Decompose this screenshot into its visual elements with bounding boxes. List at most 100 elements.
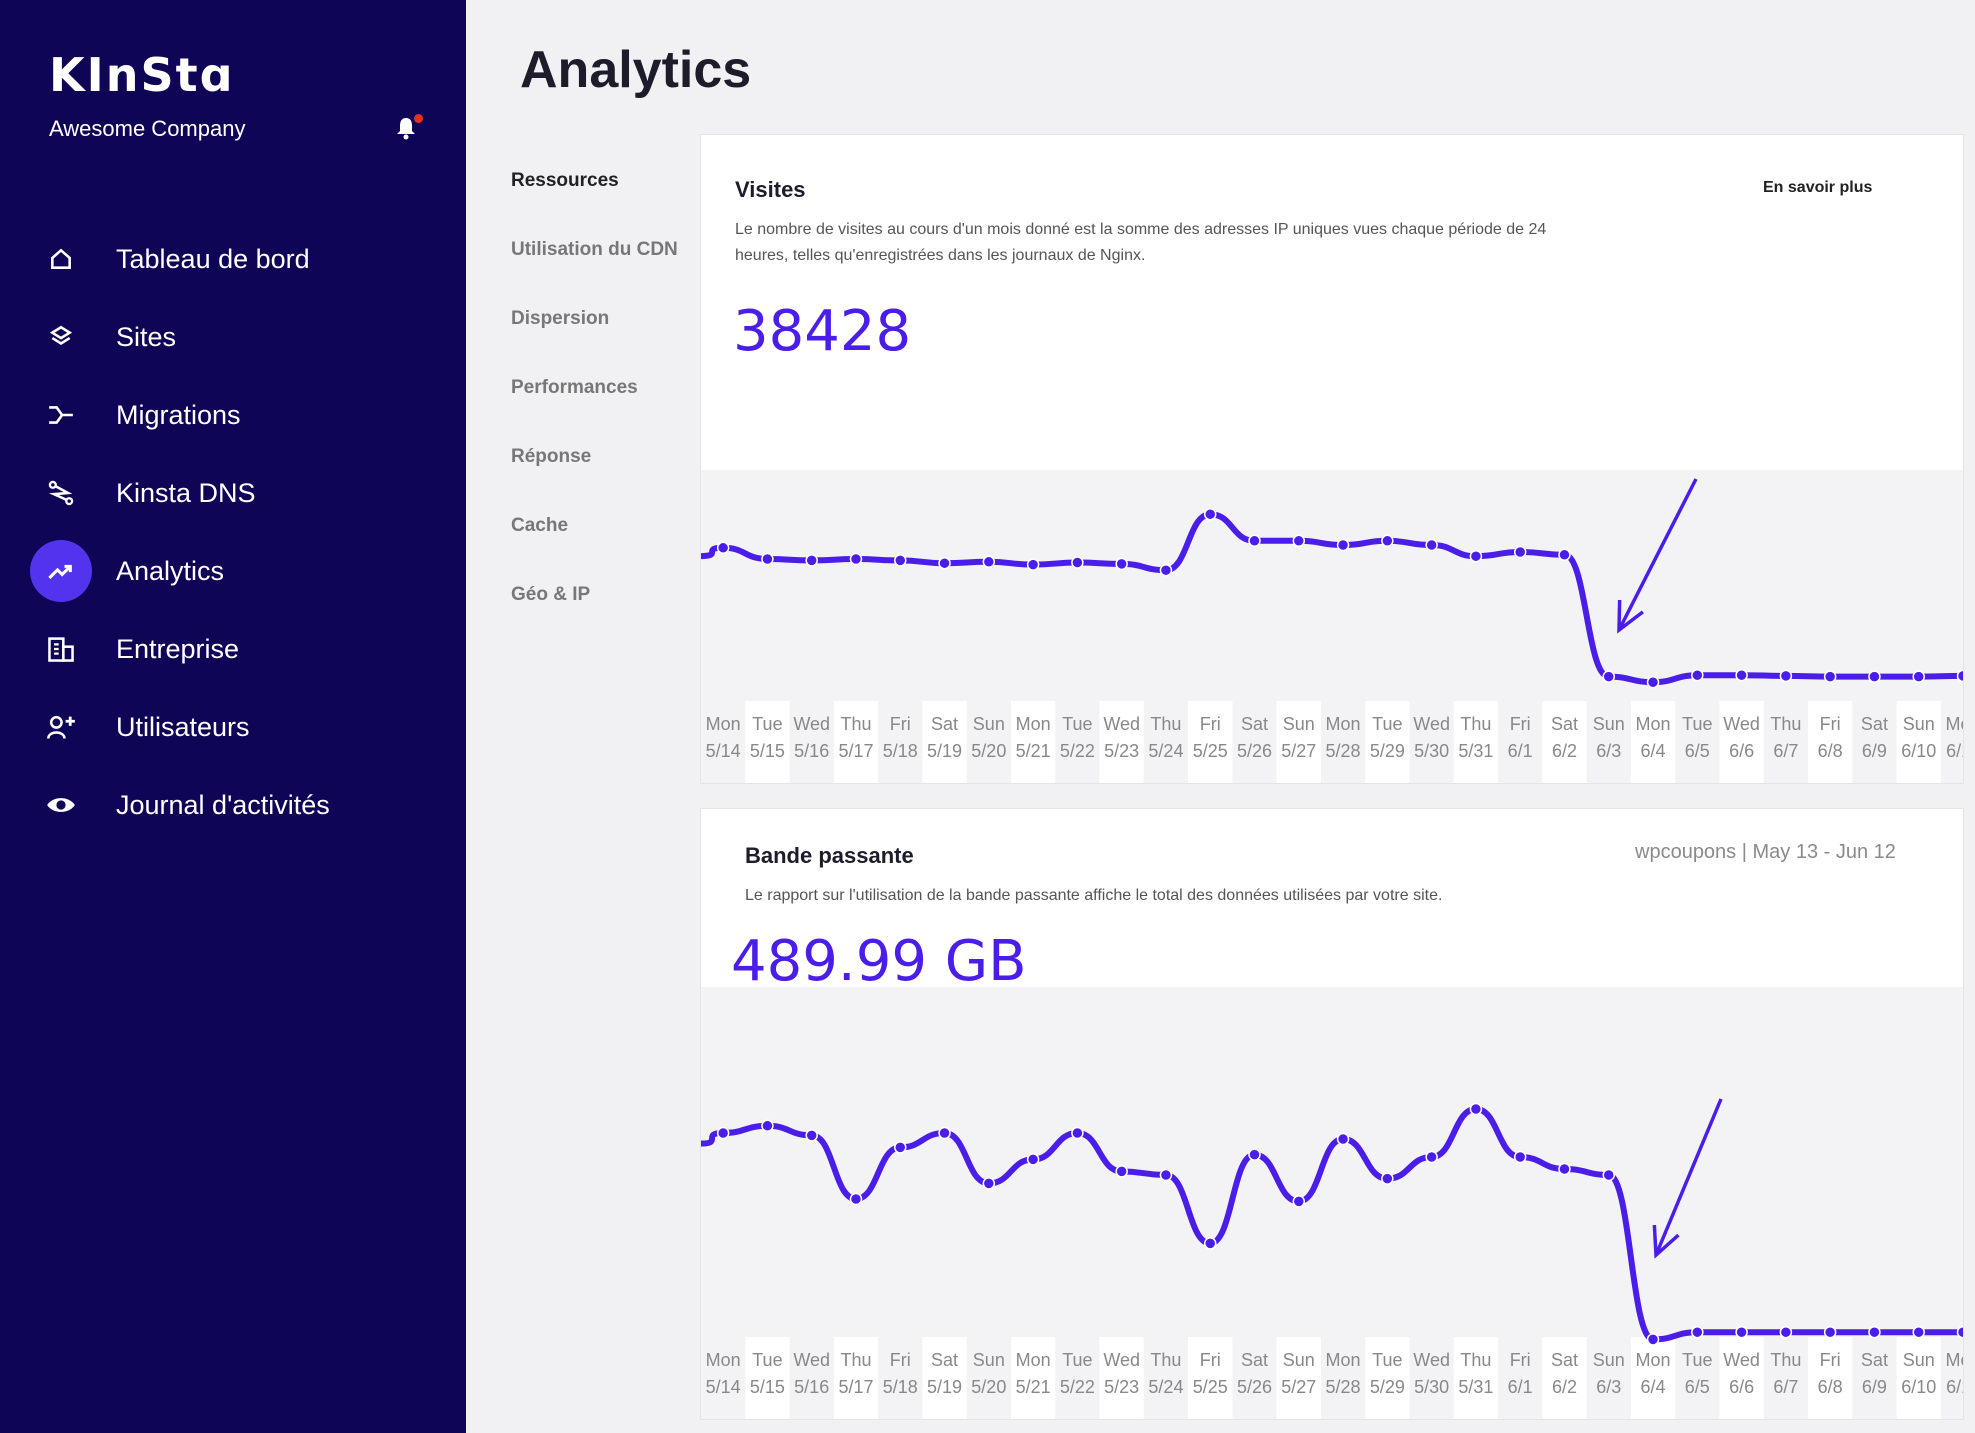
x-tick-day: Wed (793, 714, 830, 734)
data-point[interactable] (761, 552, 774, 566)
data-point[interactable] (1336, 538, 1350, 552)
data-point[interactable] (805, 554, 818, 567)
x-tick-day: Tue (1062, 1350, 1092, 1370)
x-tick-day: Sun (1593, 714, 1625, 734)
data-point[interactable] (1071, 1126, 1084, 1140)
data-point[interactable] (1602, 1168, 1616, 1182)
sidebar-item-kinsta-dns[interactable]: Kinsta DNS (0, 454, 466, 532)
data-point[interactable] (1248, 1148, 1261, 1161)
data-point[interactable] (1823, 1325, 1837, 1339)
x-tick-day: Sun (1283, 1350, 1315, 1370)
x-tick-date: 5/31 (1458, 1377, 1493, 1397)
data-point[interactable] (938, 1126, 951, 1140)
company-name[interactable]: Awesome Company (49, 116, 246, 141)
data-point[interactable] (1646, 675, 1660, 689)
data-point[interactable] (1203, 507, 1217, 521)
data-point[interactable] (1513, 545, 1527, 559)
sidebar-item-dashboard[interactable]: Tableau de bord (0, 220, 466, 298)
data-point[interactable] (1026, 1153, 1040, 1166)
x-tick-date: 6/11 (1946, 1377, 1963, 1397)
x-tick-date: 5/22 (1060, 741, 1095, 761)
data-point[interactable] (1071, 556, 1084, 569)
sidebar-item-analytics[interactable]: Analytics (0, 532, 466, 610)
subnav-cache[interactable]: Cache (511, 515, 569, 536)
data-point[interactable] (1159, 1168, 1173, 1182)
x-tick-date: 5/24 (1148, 741, 1183, 761)
data-point[interactable] (1159, 563, 1173, 577)
data-point[interactable] (1602, 670, 1616, 683)
x-tick-date: 6/2 (1552, 741, 1577, 761)
annotation-arrowhead (1652, 1224, 1680, 1259)
data-point[interactable] (761, 1119, 774, 1133)
x-band (1719, 701, 1764, 783)
data-point[interactable] (1779, 669, 1793, 683)
kinsta-logo[interactable]: KInStɑ (49, 48, 235, 102)
data-point[interactable] (1115, 557, 1128, 571)
x-tick-date: 5/30 (1414, 741, 1449, 761)
data-point[interactable] (1381, 534, 1394, 548)
subnav-ressources[interactable]: Ressources (511, 170, 619, 191)
data-point[interactable] (716, 541, 730, 555)
data-point[interactable] (1469, 549, 1483, 563)
x-band (745, 701, 790, 783)
data-point[interactable] (1115, 1165, 1128, 1178)
data-point[interactable] (1026, 558, 1040, 571)
data-point[interactable] (1735, 668, 1748, 682)
data-point[interactable] (894, 1141, 907, 1154)
data-point[interactable] (1248, 534, 1261, 548)
data-point[interactable] (1381, 1172, 1394, 1185)
data-point[interactable] (894, 554, 907, 567)
data-point[interactable] (1425, 1150, 1438, 1164)
data-point[interactable] (982, 1177, 996, 1190)
x-tick-day: Tue (1372, 714, 1402, 734)
data-point[interactable] (1292, 1195, 1306, 1208)
x-tick-day: Tue (1682, 714, 1712, 734)
notification-bell-icon[interactable] (393, 110, 423, 140)
x-tick-date: 5/20 (971, 1377, 1006, 1397)
data-point[interactable] (1558, 1162, 1571, 1176)
data-point[interactable] (1823, 670, 1837, 683)
data-point[interactable] (805, 1129, 818, 1142)
data-point[interactable] (1469, 1102, 1483, 1116)
data-point[interactable] (982, 555, 996, 569)
data-point[interactable] (1336, 1132, 1350, 1146)
x-tick-day: Fri (890, 714, 911, 734)
visits-description: Le nombre de visites au cours d'un mois … (735, 217, 1735, 269)
data-point[interactable] (1292, 534, 1306, 548)
learn-more-link[interactable]: En savoir plus (1763, 179, 1873, 196)
data-point[interactable] (1956, 1325, 1964, 1339)
x-tick-day: Mon (1016, 714, 1051, 734)
subnav-performances[interactable]: Performances (511, 377, 638, 398)
data-point[interactable] (1912, 670, 1925, 683)
data-point[interactable] (1956, 669, 1964, 683)
data-point[interactable] (1691, 668, 1704, 682)
sidebar-item-migrations[interactable]: Migrations (0, 376, 466, 454)
data-point[interactable] (1558, 548, 1571, 562)
subnav-geo-ip[interactable]: Géo & IP (511, 584, 591, 605)
subnav-cdn[interactable]: Utilisation du CDN (511, 239, 678, 260)
x-tick-day: Sat (1861, 1350, 1888, 1370)
sidebar-item-sites[interactable]: Sites (0, 298, 466, 376)
data-point[interactable] (849, 1192, 863, 1206)
data-point[interactable] (849, 552, 863, 566)
data-point[interactable] (716, 1126, 730, 1140)
x-tick-date: 5/28 (1326, 1377, 1361, 1397)
data-point[interactable] (1425, 538, 1438, 552)
date-range[interactable]: wpcoupons | May 13 - Jun 12 (1635, 841, 1896, 863)
sidebar-item-entreprise[interactable]: Entreprise (0, 610, 466, 688)
data-point[interactable] (1868, 670, 1881, 683)
data-point[interactable] (1646, 1333, 1660, 1346)
data-point[interactable] (1868, 1325, 1881, 1339)
data-point[interactable] (1912, 1325, 1925, 1339)
data-point[interactable] (1735, 1325, 1748, 1339)
subnav-reponse[interactable]: Réponse (511, 446, 592, 467)
data-point[interactable] (938, 556, 951, 570)
data-point[interactable] (1691, 1325, 1704, 1339)
data-point[interactable] (1203, 1237, 1217, 1250)
subnav-dispersion[interactable]: Dispersion (511, 308, 610, 329)
sidebar-item-utilisateurs[interactable]: Utilisateurs (0, 688, 466, 766)
sidebar-item-journal[interactable]: Journal d'activités (0, 766, 466, 844)
data-point[interactable] (1779, 1325, 1793, 1339)
data-point[interactable] (1513, 1150, 1527, 1164)
x-tick-day: Sun (973, 714, 1005, 734)
